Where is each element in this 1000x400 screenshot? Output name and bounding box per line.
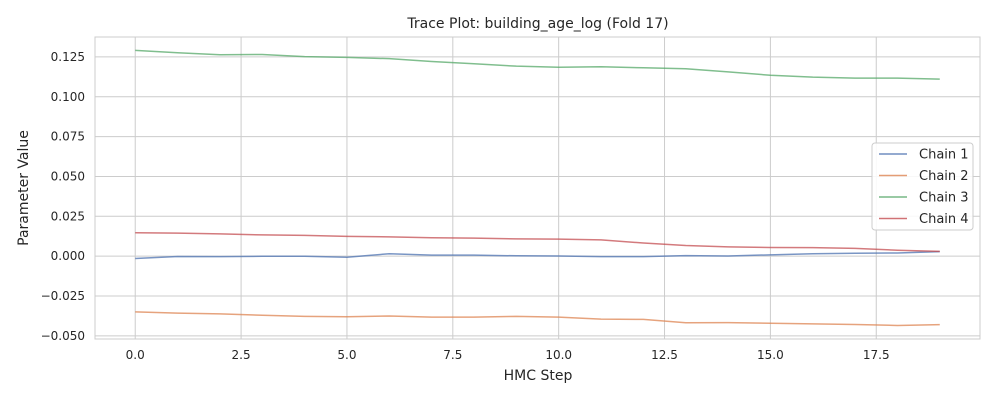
series-lines — [135, 49, 940, 327]
y-tick-label: 0.000 — [51, 249, 85, 263]
x-tick-label: 5.0 — [337, 348, 356, 362]
x-tick-label: 17.5 — [863, 348, 890, 362]
x-axis-label: HMC Step — [504, 368, 573, 384]
x-tick-label: 15.0 — [757, 348, 784, 362]
legend: Chain 1 Chain 2 Chain 3 Chain 4 — [871, 142, 974, 231]
y-tick-label: 0.025 — [51, 209, 85, 223]
legend-entry: Chain 4 — [919, 212, 969, 227]
x-tick-label: 7.5 — [443, 348, 462, 362]
x-tick-labels: 0.0 2.5 5.0 7.5 10.0 12.5 15.0 17.5 — [126, 348, 890, 362]
legend-box — [871, 142, 974, 231]
series-line-chain-3 — [135, 49, 940, 80]
y-tick-label: −0.050 — [41, 329, 85, 343]
x-tick-label: 10.0 — [545, 348, 572, 362]
y-tick-label: 0.075 — [51, 130, 85, 144]
x-tick-label: 0.0 — [126, 348, 145, 362]
x-tick-label: 12.5 — [651, 348, 678, 362]
plot-area-frame — [94, 36, 981, 340]
series-line-chain-4 — [135, 231, 940, 253]
legend-entry: Chain 1 — [919, 148, 969, 163]
legend-entry: Chain 3 — [919, 191, 969, 206]
chart-title: Trace Plot: building_age_log (Fold 17) — [406, 16, 668, 32]
grid-lines — [95, 37, 980, 339]
y-tick-label: −0.025 — [41, 289, 85, 303]
series-line-chain-2 — [135, 311, 940, 327]
y-tick-label: 0.100 — [51, 90, 85, 104]
y-tick-label: 0.125 — [51, 50, 85, 64]
series-line-chain-1 — [135, 250, 940, 260]
y-axis-label: Parameter Value — [16, 130, 32, 246]
y-tick-labels: −0.050 −0.025 0.000 0.025 0.050 0.075 0.100 0.1… — [41, 50, 85, 343]
x-tick-label: 2.5 — [232, 348, 251, 362]
legend-entry: Chain 2 — [919, 169, 969, 184]
y-tick-label: 0.050 — [51, 169, 85, 183]
